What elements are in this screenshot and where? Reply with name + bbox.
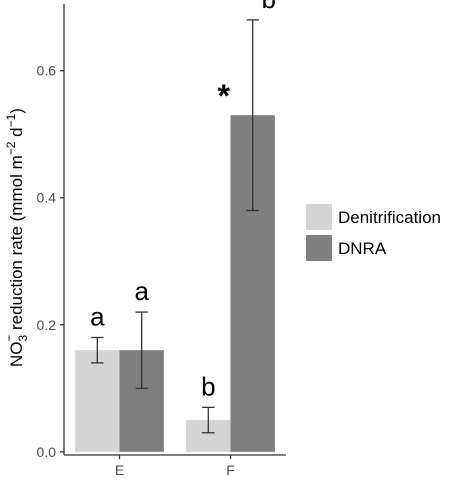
y-axis-title: NO3− reduction rate (mmol m−2 d−1) [2, 108, 30, 367]
y-tick-label: 0.2 [37, 317, 57, 333]
y-ticks: 0.0 0.2 0.4 0.6 [37, 63, 64, 460]
y-title-sub: 3 [16, 334, 30, 341]
y-title-sup2: −2 [4, 141, 18, 155]
bars-layer [75, 115, 275, 452]
legend-key-denitrification [306, 204, 332, 230]
error-bar-denitrification-f [202, 406, 215, 434]
y-tick-label: 0.4 [37, 190, 57, 206]
significance-letter-dnra-e: a [134, 276, 149, 306]
significance-letter-denitrification-e: a [90, 301, 105, 331]
error-bar-dnra-f [246, 19, 259, 212]
y-title-suffix: ) [7, 108, 26, 114]
significance-star: * [217, 78, 230, 114]
legend: Denitrification DNRA [306, 204, 441, 261]
legend-key-dnra [306, 235, 332, 261]
legend-label-denitrification: Denitrification [338, 208, 441, 227]
x-tick-label-f: F [226, 462, 235, 478]
y-tick-label: 0.6 [37, 63, 57, 79]
y-title-prefix: NO [7, 341, 26, 367]
significance-letter-denitrification-f: b [201, 371, 215, 401]
error-bar-dnra-e [135, 311, 148, 389]
significance-letter-dnra-f: b [261, 0, 275, 14]
y-title-mid2: d [7, 127, 26, 141]
y-title-sup3: −1 [4, 113, 18, 127]
bar-denitrification-e [75, 350, 120, 452]
error-bars-layer [91, 19, 259, 434]
significance-labels: aa b b * [90, 0, 276, 401]
y-title-sup: − [2, 335, 16, 342]
error-bar-denitrification-e [91, 336, 104, 364]
y-title-mid: reduction rate (mmol m [7, 155, 26, 335]
x-tick-label-e: E [115, 462, 124, 478]
legend-label-dnra: DNRA [338, 239, 387, 258]
y-tick-label: 0.0 [37, 444, 57, 460]
axes-layer [63, 4, 286, 456]
